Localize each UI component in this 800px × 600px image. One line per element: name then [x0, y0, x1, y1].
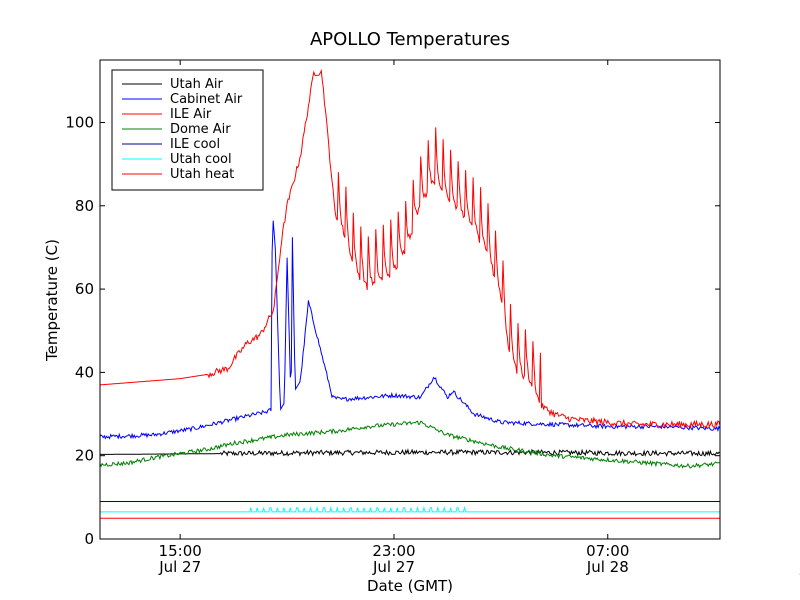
- plot-frame: [99, 59, 721, 540]
- legend-label-utah-air: Utah Air: [170, 77, 223, 92]
- series-line-utah-air: [100, 448, 720, 458]
- y-tick-label: 80: [75, 197, 94, 215]
- x-tick-label-date: Jul 28: [586, 558, 629, 576]
- y-tick-label: 60: [75, 280, 94, 298]
- x-tick-label-date: Jul 27: [158, 558, 201, 576]
- y-axis-label: Temperature (C): [43, 239, 61, 362]
- y-tick-label: 20: [75, 447, 94, 465]
- series-line-utah-cool: [100, 505, 720, 513]
- x-axis-label: Date (GMT): [367, 577, 453, 595]
- y-tick-label: 100: [65, 113, 94, 131]
- x-tick-label-time: 07:00: [586, 542, 629, 560]
- series-line-cabinet-air: [100, 220, 720, 440]
- legend-label-utah-heat: Utah heat: [170, 167, 234, 182]
- y-axis: 0 20 40 60 80 100: [65, 113, 720, 548]
- series-line-dome-air: [100, 420, 720, 469]
- y-tick-label: 40: [75, 363, 94, 381]
- legend-label-utah-cool: Utah cool: [170, 152, 232, 167]
- x-tick-label-time: 23:00: [372, 542, 415, 560]
- legend-box: [111, 69, 264, 191]
- series-line-ile-air: [100, 68, 720, 430]
- legend-label-ile-cool: ILE cool: [170, 137, 220, 152]
- y-tick-label: 0: [84, 530, 94, 548]
- legend-label-cabinet-air: Cabinet Air: [170, 92, 243, 107]
- series-layer: [100, 68, 720, 519]
- legend-label-ile-air: ILE Air: [170, 107, 212, 122]
- x-tick-label-time: 15:00: [159, 542, 202, 560]
- chart-title: APOLLO Temperatures: [310, 29, 510, 50]
- x-tick-label-date: Jul 27: [372, 558, 415, 576]
- legend-label-dome-air: Dome Air: [170, 122, 231, 137]
